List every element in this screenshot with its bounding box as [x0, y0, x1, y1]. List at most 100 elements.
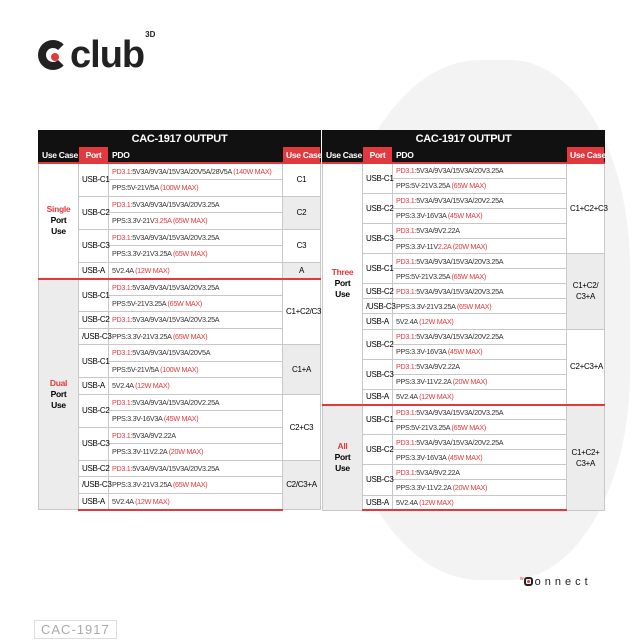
pdo-cell: PPS:5V-21V/5A (100W MAX) — [108, 179, 283, 197]
port-cell: USB-C1 — [362, 403, 394, 436]
port-cell: USB-C1 — [78, 162, 110, 197]
pdo-prefix: PD3.1: — [112, 430, 133, 440]
pdo-cell: 5V2.4A (12W MAX) — [108, 261, 283, 279]
table-row: PPS:3.3V-11V2.2A (20W MAX) — [39, 443, 321, 461]
pdo-cell: PD3.1:5V3A/9V3A/15V3A/20V2.25A — [108, 393, 283, 411]
pdo-prefix: PD3.1: — [396, 166, 417, 176]
use-case-group: All Port Use — [322, 403, 363, 511]
table-row: PPS:3.3V-16V3A (45W MAX) — [39, 410, 321, 428]
pdo-prefix: PD3.1: — [112, 315, 133, 325]
group-label-highlight: Single — [46, 204, 71, 215]
port-cell: USB-C2 — [78, 195, 110, 230]
header-port: Port — [362, 146, 393, 164]
table-row: USB-C1 PD3.1:5V3A/9V3A/15V3A/20V5A C1+A — [39, 344, 321, 395]
pdo-cell: 5V2.4A (12W MAX) — [108, 377, 283, 395]
use-case-cell: C2+C3 — [282, 393, 321, 461]
table-row: /USB-C3 PPS:3.3V-21V3.25A (65W MAX) — [39, 476, 321, 494]
table-row: USB-C2 PD3.1:5V3A/9V3A/15V3A/20V2.25A C2+C… — [323, 328, 605, 406]
port-cell: /USB-C3 — [78, 327, 112, 345]
pdo-text: 5V3A/9V3A/15V3A/20V3.25A — [132, 315, 220, 325]
pdo-text: 5V3A/9V2.22A — [416, 226, 460, 236]
pdo-cell: PD3.1:5V3A/9V3A/15V3A/20V3.25A — [392, 253, 567, 270]
pdo-prefix: PD3.1: — [112, 199, 133, 209]
table-row: PPS:5V-21V3.25A (65W MAX) — [323, 419, 605, 436]
pdo-text: 5V3A/9V2.22A — [416, 467, 460, 477]
pdo-text: 5V3A/9V3A/15V3A/20V3.25A — [416, 256, 504, 266]
pdo-text: PPS:3.3V-11V — [396, 241, 438, 251]
use-case-cell: C2/C3+A — [282, 459, 321, 510]
table-row: Three Port Use USB-C1 PD3.1:5V3A/9V3A/15V3A… — [322, 161, 608, 405]
connect-logo: w onnect — [520, 576, 592, 588]
pdo-text: 5V2.4A — [396, 316, 420, 326]
pdo-max: (65W MAX) — [456, 301, 492, 311]
pdo-text: 5V3A/9V3A/15V3A/20V5A/28V5A — [132, 167, 234, 176]
table-row: USB-A 5V2.4A (12W MAX) — [39, 492, 321, 511]
port-cell: USB-C2 — [362, 192, 394, 224]
pdo-max: (65W MAX) — [172, 480, 208, 490]
pdo-text: PPS:3.3V-16V3A — [396, 452, 448, 462]
table-title: CAC-1917 OUTPUT — [38, 130, 321, 147]
table-row: USB-C2 PD3.1:5V3A/9V3A/15V3A/20V2.25A — [323, 434, 605, 466]
table-row: USB-C2 PD3.1:5V3A/9V3A/15V3A/20V2.25A C2+C… — [39, 393, 321, 461]
table-row: USB-C3 PD3.1:5V3A/9V2.22A — [323, 358, 605, 390]
port-cell: USB-C2 — [78, 459, 110, 477]
pdo-cell: PD3.1:5V3A/9V3A/15V3A/20V3.25A — [108, 277, 283, 296]
pdo-cell: PPS:3.3V-11V2.2A (20W MAX) — [392, 479, 567, 496]
use-case-group: Single Port Use — [38, 162, 79, 279]
logo-text: club — [70, 34, 145, 76]
pdo-max: (65W MAX) — [451, 181, 487, 191]
pdo-max: (12W MAX) — [135, 496, 170, 506]
pdo-cell: 5V2.4A (12W MAX) — [392, 313, 567, 330]
pdo-cell: PD3.1:5V3A/9V3A/15V3A/20V3.25A — [392, 403, 567, 421]
pdo-cell: PPS:5V-21V3.25A (65W MAX) — [392, 177, 567, 194]
pdo-max: (12W MAX) — [419, 316, 454, 326]
header-row: Use Case Port PDO Use Case — [38, 146, 322, 164]
pdo-cell: PD3.1:5V3A/9V3A/15V3A/20V2.25A — [392, 328, 567, 345]
pdo-text: 5V2.4A — [396, 392, 420, 402]
pdo-max: (65W MAX) — [172, 331, 208, 341]
pdo-cell: PD3.1:5V3A/9V2.22A — [108, 426, 283, 444]
pdo-text: PPS:5V-21V3.25A — [396, 181, 452, 191]
header-use-case-right: Use Case — [566, 146, 606, 164]
pdo-text: 5V3A/9V3A/15V3A/20V2.25A — [416, 437, 504, 447]
use-case-group: Dual Port Use — [38, 277, 79, 510]
pdo-cell: PPS:3.3V-21V3.25A (65W MAX) — [108, 327, 283, 345]
table-row: USB-C1 PD3.1:5V3A/9V3A/15V3A/20V3.25A C1+C… — [323, 253, 605, 330]
pdo-cell: PD3.1:5V3A/9V3A/15V3A/20V2.25A — [392, 434, 567, 451]
pdo-text: PPS:3.3V-16V3A — [112, 414, 164, 424]
port-cell: USB-C1 — [362, 253, 394, 285]
pdo-text: PPS:3.3V-11V2.2A — [396, 377, 453, 387]
pdo-text: 5V3A/9V3A/15V3A/20V2.25A — [416, 196, 504, 206]
pdo-max: (20W MAX) — [452, 483, 488, 493]
table-row: Dual Port Use USB-C1 PD3.1:5V3A/9V3A/15V3A/… — [38, 277, 321, 510]
output-table-right: CAC-1917 OUTPUT Use Case Port PDO Use Case Th… — [322, 130, 608, 512]
port-cell: USB-C1 — [78, 344, 110, 378]
model-label: CAC-1917 — [34, 620, 117, 639]
pdo-prefix: PD3.1: — [396, 437, 417, 447]
pdo-text: PPS:3.3V-11V2.2A — [112, 447, 169, 457]
pdo-text: PPS:3.3V-16V3A — [396, 211, 448, 221]
group-label: Port Use — [50, 215, 67, 237]
table-row: USB-C2 PD3.1:5V3A/9V3A/15V3A/20V3.25A C2/C… — [39, 459, 321, 510]
pdo-cell: PD3.1:5V3A/9V3A/15V3A/20V3.25A — [392, 161, 567, 179]
pdo-text: PPS:3.3V-21V3.25A — [112, 480, 173, 490]
table-row: USB-C2 PD3.1:5V3A/9V3A/15V3A/20V3.25A — [323, 283, 605, 300]
group-label-highlight: Dual — [49, 377, 68, 388]
pdo-max: (12W MAX) — [419, 497, 454, 507]
pdo-max: 2.2A (20W MAX) — [437, 241, 488, 251]
pdo-max: (45W MAX) — [447, 347, 483, 357]
pdo-text: PPS:5V-21V3.25A — [396, 271, 452, 281]
pdo-text: 5V3A/9V3A/15V3A/20V3.25A — [416, 166, 504, 176]
pdo-max: (140W MAX) — [233, 167, 272, 176]
table-row: USB-A 5V2.4A (12W MAX) — [39, 377, 321, 395]
table-row: USB-C2 PD3.1:5V3A/9V3A/15V3A/20V3.25A — [39, 311, 321, 329]
pdo-cell: PPS:3.3V-16V3A (45W MAX) — [108, 410, 283, 428]
table-row: PPS:3.3V-16V3A (45W MAX) — [323, 449, 605, 466]
output-table-left: CAC-1917 OUTPUT Use Case Port PDO Use Case Si… — [38, 130, 322, 511]
pdo-cell: PPS:5V-21V3.25A (65W MAX) — [392, 268, 567, 285]
connect-c-icon — [523, 577, 533, 586]
pdo-cell: PPS:3.3V-11V2.2A (20W MAX) — [392, 373, 567, 390]
pdo-prefix: PD3.1: — [112, 463, 133, 473]
logo-c-icon — [38, 40, 68, 70]
pdo-text: 5V3A/9V3A/15V3A/20V3.25A — [132, 463, 220, 473]
